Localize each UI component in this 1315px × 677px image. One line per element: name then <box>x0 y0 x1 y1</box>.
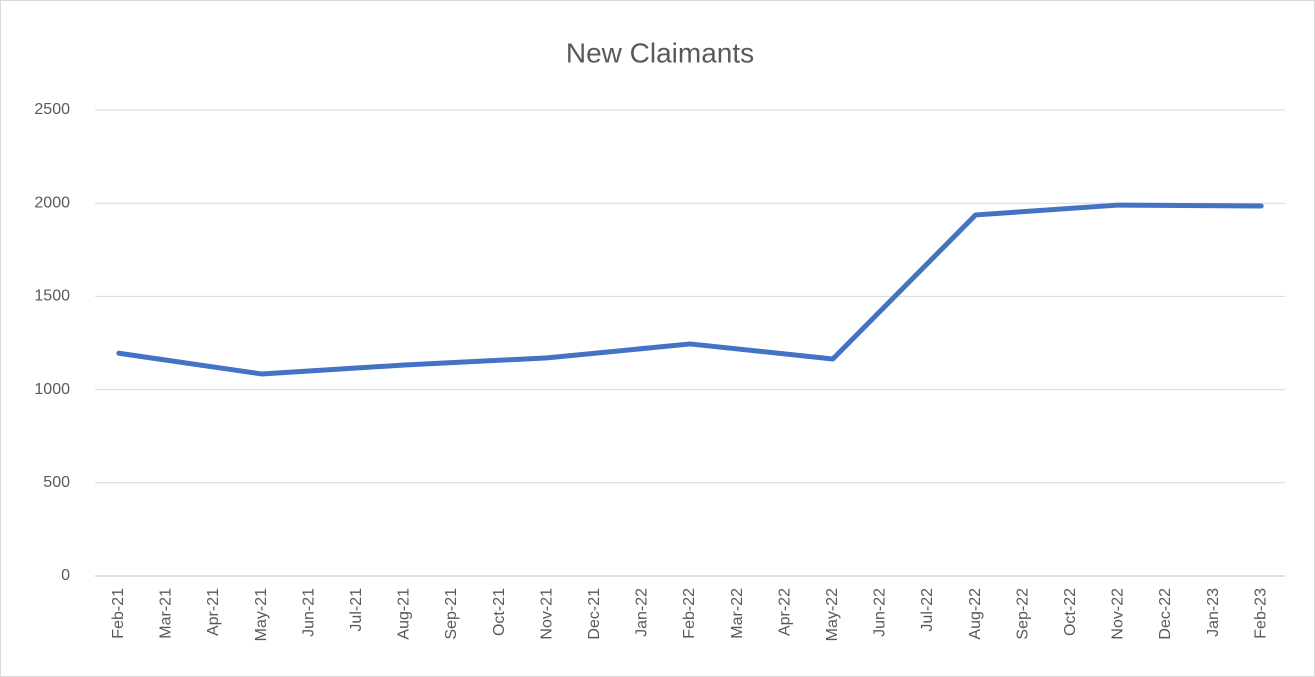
y-tick-label: 0 <box>61 567 70 584</box>
x-tick-label: Apr-21 <box>205 588 222 636</box>
x-tick-label: Sep-22 <box>1014 588 1031 640</box>
x-tick-label: Feb-23 <box>1252 588 1269 639</box>
x-tick-label: Apr-22 <box>776 588 793 636</box>
x-tick-label: Jun-22 <box>872 588 889 637</box>
x-tick-label: May-22 <box>824 588 841 641</box>
x-tick-label: Oct-21 <box>491 588 508 636</box>
x-tick-label: Mar-21 <box>158 588 175 639</box>
x-tick-label: Nov-21 <box>538 588 555 640</box>
x-tick-label: Jul-22 <box>919 588 936 632</box>
chart-title: New Claimants <box>566 37 754 68</box>
x-tick-label: Nov-22 <box>1110 588 1127 640</box>
x-tick-label: Aug-21 <box>396 588 413 640</box>
data-line <box>116 202 1264 377</box>
y-tick-label: 1500 <box>34 288 70 305</box>
x-tick-label: Jun-21 <box>300 588 317 637</box>
y-tick-label: 2000 <box>34 194 70 211</box>
x-tick-label: Dec-22 <box>1157 588 1174 640</box>
y-tick-label: 2500 <box>34 101 70 118</box>
y-tick-label: 500 <box>43 474 70 491</box>
x-tick-label: Jan-22 <box>634 588 651 637</box>
x-tick-label: Sep-21 <box>443 588 460 640</box>
x-tick-label: Feb-21 <box>110 588 127 639</box>
y-tick-label: 1000 <box>34 381 70 398</box>
x-tick-label: Oct-22 <box>1062 588 1079 636</box>
x-tick-label: Aug-22 <box>967 588 984 640</box>
x-tick-label: Mar-22 <box>729 588 746 639</box>
x-tick-label: Feb-22 <box>681 588 698 639</box>
x-tick-label: Dec-21 <box>586 588 603 640</box>
x-tick-label: Jan-23 <box>1205 588 1222 637</box>
x-tick-label: Jul-21 <box>348 588 365 632</box>
x-tick-label: May-21 <box>253 588 270 641</box>
